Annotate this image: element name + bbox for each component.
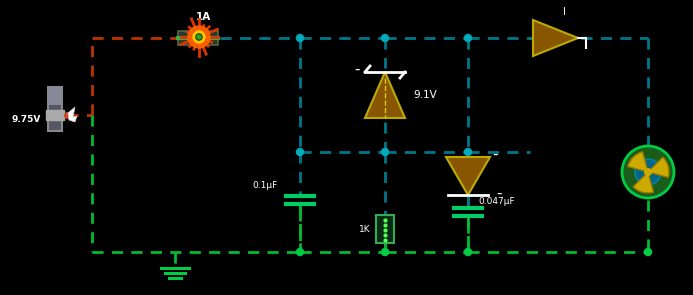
Circle shape [644, 248, 651, 255]
Circle shape [382, 35, 389, 42]
Text: I: I [563, 7, 566, 17]
Polygon shape [533, 20, 578, 56]
Circle shape [382, 148, 389, 155]
Wedge shape [628, 152, 648, 172]
FancyBboxPatch shape [48, 87, 62, 131]
Wedge shape [633, 172, 653, 193]
Circle shape [297, 148, 304, 155]
Circle shape [193, 31, 205, 43]
Circle shape [464, 248, 471, 255]
Text: -: - [496, 186, 502, 201]
Wedge shape [648, 157, 669, 177]
Text: 9.75V: 9.75V [12, 116, 41, 124]
Text: 0.047μF: 0.047μF [478, 197, 515, 206]
Text: 1K: 1K [360, 224, 371, 234]
Circle shape [297, 35, 304, 42]
FancyBboxPatch shape [178, 31, 218, 45]
Circle shape [644, 168, 652, 176]
FancyBboxPatch shape [376, 215, 394, 243]
Text: 1A: 1A [195, 12, 211, 22]
Circle shape [188, 26, 210, 48]
Circle shape [197, 35, 201, 39]
Polygon shape [365, 72, 405, 118]
Text: 0.1μF: 0.1μF [253, 181, 278, 191]
Circle shape [622, 146, 674, 198]
Circle shape [464, 148, 471, 155]
FancyBboxPatch shape [46, 110, 64, 120]
Text: -: - [492, 147, 498, 161]
Circle shape [297, 248, 304, 255]
FancyBboxPatch shape [48, 87, 62, 105]
Polygon shape [68, 107, 77, 122]
Text: 9.1V: 9.1V [413, 90, 437, 100]
Circle shape [382, 248, 389, 255]
Polygon shape [446, 157, 490, 195]
Circle shape [464, 35, 471, 42]
Circle shape [196, 34, 202, 40]
Text: -: - [354, 61, 360, 76]
Circle shape [635, 159, 661, 185]
